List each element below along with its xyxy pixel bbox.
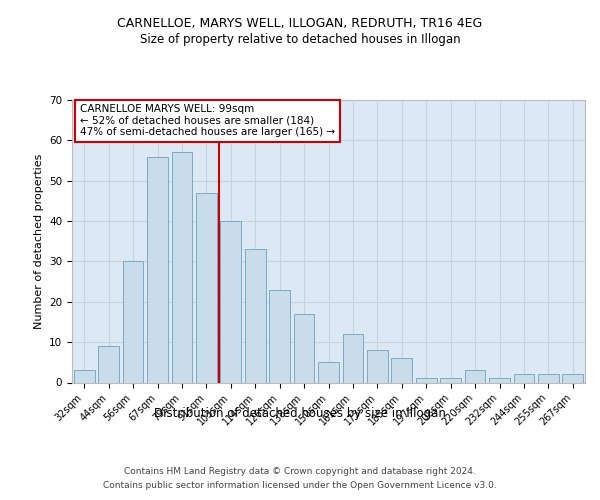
Bar xyxy=(245,250,266,382)
Bar xyxy=(147,156,168,382)
Bar xyxy=(416,378,437,382)
Bar xyxy=(122,262,143,382)
Bar xyxy=(293,314,314,382)
Text: Size of property relative to detached houses in Illogan: Size of property relative to detached ho… xyxy=(140,32,460,46)
Bar xyxy=(367,350,388,382)
Bar xyxy=(538,374,559,382)
Bar xyxy=(196,193,217,382)
Text: Contains public sector information licensed under the Open Government Licence v3: Contains public sector information licen… xyxy=(103,481,497,490)
Bar xyxy=(391,358,412,382)
Bar xyxy=(562,374,583,382)
Text: Contains HM Land Registry data © Crown copyright and database right 2024.: Contains HM Land Registry data © Crown c… xyxy=(124,468,476,476)
Text: CARNELLOE MARYS WELL: 99sqm
← 52% of detached houses are smaller (184)
47% of se: CARNELLOE MARYS WELL: 99sqm ← 52% of det… xyxy=(80,104,335,138)
Bar xyxy=(98,346,119,383)
Bar xyxy=(464,370,485,382)
Bar xyxy=(74,370,95,382)
Y-axis label: Number of detached properties: Number of detached properties xyxy=(34,154,44,329)
Bar xyxy=(489,378,510,382)
Text: Distribution of detached houses by size in Illogan: Distribution of detached houses by size … xyxy=(154,408,446,420)
Bar xyxy=(440,378,461,382)
Bar xyxy=(343,334,364,382)
Bar xyxy=(514,374,535,382)
Bar xyxy=(269,290,290,382)
Bar xyxy=(318,362,339,382)
Bar xyxy=(220,221,241,382)
Text: CARNELLOE, MARYS WELL, ILLOGAN, REDRUTH, TR16 4EG: CARNELLOE, MARYS WELL, ILLOGAN, REDRUTH,… xyxy=(118,18,482,30)
Bar xyxy=(172,152,193,382)
